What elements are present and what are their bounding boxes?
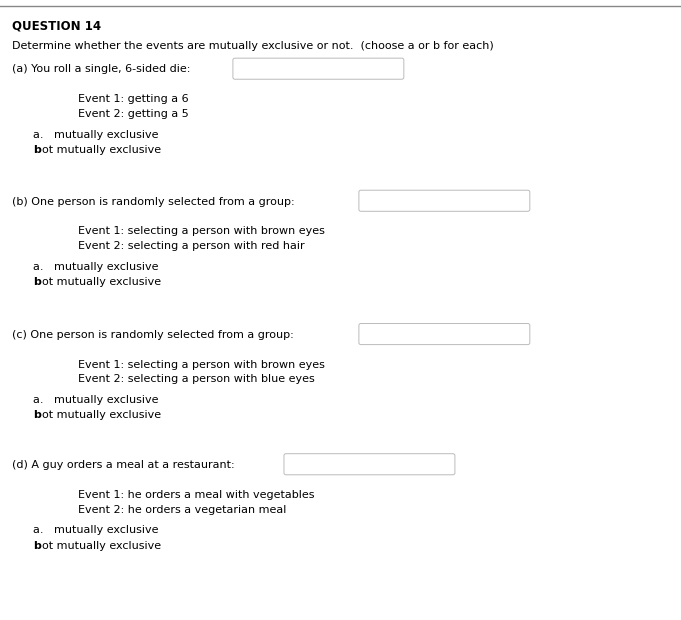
Text: ot mutually exclusive: ot mutually exclusive xyxy=(42,277,161,287)
Text: b: b xyxy=(33,410,41,420)
Text: ot mutually exclusive: ot mutually exclusive xyxy=(42,410,161,420)
FancyBboxPatch shape xyxy=(233,58,404,79)
Text: a.   mutually exclusive: a. mutually exclusive xyxy=(33,262,158,272)
Text: Event 2: getting a 5: Event 2: getting a 5 xyxy=(78,109,189,119)
Text: Event 2: selecting a person with blue eyes: Event 2: selecting a person with blue ey… xyxy=(78,374,315,384)
Text: b: b xyxy=(33,541,41,551)
Text: Determine whether the events are mutually exclusive or not.  (choose a or b for : Determine whether the events are mutuall… xyxy=(12,41,494,51)
Text: a.   mutually exclusive: a. mutually exclusive xyxy=(33,525,158,535)
Text: a.   mutually exclusive: a. mutually exclusive xyxy=(33,395,158,405)
Text: Event 1: selecting a person with brown eyes: Event 1: selecting a person with brown e… xyxy=(78,226,326,236)
FancyBboxPatch shape xyxy=(359,324,530,345)
Text: QUESTION 14: QUESTION 14 xyxy=(12,20,101,33)
Text: (b) One person is randomly selected from a group:: (b) One person is randomly selected from… xyxy=(12,197,295,206)
Text: (c) One person is randomly selected from a group:: (c) One person is randomly selected from… xyxy=(12,330,294,340)
FancyBboxPatch shape xyxy=(284,454,455,475)
Text: Event 1: selecting a person with brown eyes: Event 1: selecting a person with brown e… xyxy=(78,360,326,370)
Text: Event 1: he orders a meal with vegetables: Event 1: he orders a meal with vegetable… xyxy=(78,490,315,500)
Text: (d) A guy orders a meal at a restaurant:: (d) A guy orders a meal at a restaurant: xyxy=(12,460,235,470)
FancyBboxPatch shape xyxy=(359,190,530,211)
Text: a.   mutually exclusive: a. mutually exclusive xyxy=(33,130,158,140)
Text: ot mutually exclusive: ot mutually exclusive xyxy=(42,145,161,155)
Text: ot mutually exclusive: ot mutually exclusive xyxy=(42,541,161,551)
Text: b: b xyxy=(33,277,41,287)
Text: Event 2: selecting a person with red hair: Event 2: selecting a person with red hai… xyxy=(78,241,305,251)
Text: (a) You roll a single, 6-sided die:: (a) You roll a single, 6-sided die: xyxy=(12,64,191,74)
Text: Event 2: he orders a vegetarian meal: Event 2: he orders a vegetarian meal xyxy=(78,505,287,515)
Text: Event 1: getting a 6: Event 1: getting a 6 xyxy=(78,94,189,104)
Text: b: b xyxy=(33,145,41,155)
